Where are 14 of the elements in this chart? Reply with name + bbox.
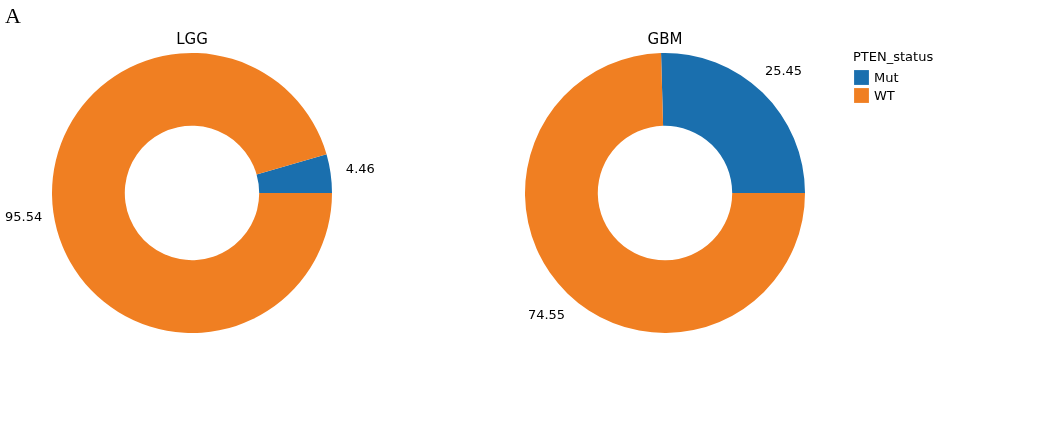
donut-slice [256, 154, 332, 193]
data-label: 95.54 [5, 208, 43, 224]
chart-title: GBM [647, 30, 683, 48]
legend-title: PTEN_status [853, 49, 934, 64]
donut-slice [52, 53, 332, 333]
data-label: 25.45 [764, 63, 803, 79]
legend-label: Mut [874, 69, 899, 85]
data-label: 74.55 [527, 306, 566, 322]
text: A [5, 3, 22, 28]
donut-slice [525, 53, 805, 333]
data-label: 4.46 [345, 161, 375, 177]
chart-title: LGG [176, 30, 208, 48]
donut-slice [661, 53, 805, 193]
legend-label: WT [874, 87, 895, 103]
